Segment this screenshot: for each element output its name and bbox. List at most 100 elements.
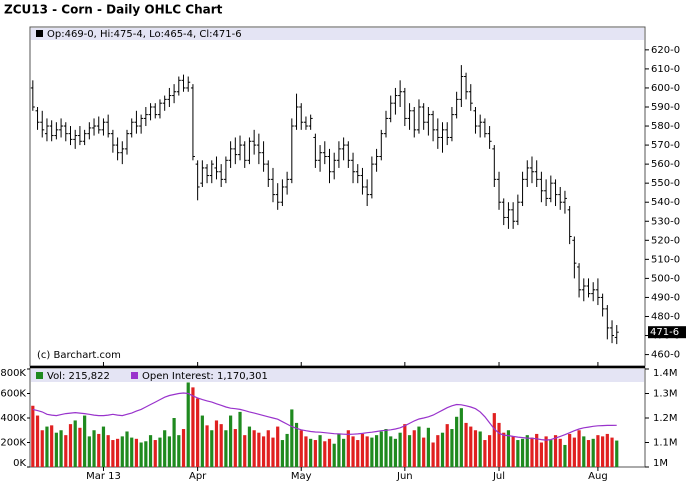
volume-bar — [417, 426, 421, 467]
volume-bar — [177, 435, 181, 467]
volume-bar — [115, 438, 120, 467]
x-tick-label: Mar 13 — [86, 471, 121, 481]
volume-bar — [318, 435, 322, 467]
volume-bar — [78, 427, 82, 467]
volume-bar — [586, 440, 591, 467]
volume-bar — [247, 426, 252, 467]
volume-bar — [40, 430, 44, 467]
volume-bar — [196, 398, 200, 467]
y-tick-label: 620-0 — [651, 45, 680, 56]
volume-bar — [200, 415, 204, 467]
volume-bar — [327, 438, 332, 467]
volume-bar — [120, 436, 124, 467]
volume-bar — [572, 437, 576, 467]
y-tick-label: 540-0 — [651, 197, 680, 208]
volume-bar — [68, 424, 73, 467]
legend-label: Vol: 215,822 — [47, 371, 110, 382]
volume-bar — [167, 436, 171, 467]
volume-bar — [50, 425, 54, 467]
y-tick-label: 500-0 — [651, 273, 680, 284]
volume-bar — [393, 438, 398, 467]
ohlc-header: Op:469-0, Hi:475-4, Lo:465-4, Cl:471-6 — [47, 29, 242, 40]
volume-bar — [214, 420, 219, 467]
volume-bar — [261, 436, 266, 467]
volume-bar — [158, 437, 162, 467]
volume-bar — [502, 432, 506, 467]
volume-bar — [111, 440, 115, 467]
volume-bar — [426, 427, 430, 467]
x-tick-label: Jul — [492, 471, 505, 481]
volume-header-bar — [31, 369, 644, 382]
volume-bar — [601, 436, 605, 467]
volume-bar — [87, 436, 91, 467]
volume-bar — [549, 440, 553, 467]
volume-bar — [181, 429, 186, 467]
legend-swatch — [131, 372, 138, 379]
volume-bar — [422, 437, 426, 467]
volume-bar — [440, 432, 445, 467]
y-tick-label: 530-0 — [651, 216, 680, 227]
y-tick-label: 570-0 — [651, 140, 680, 151]
volume-bar — [172, 418, 176, 467]
volume-bar — [148, 435, 153, 467]
volume-bar — [436, 435, 440, 467]
volume-bar — [568, 433, 572, 467]
volume-bar — [516, 440, 520, 467]
y-tick-label: 400K — [0, 413, 26, 424]
open-interest-line — [32, 392, 617, 441]
y-tick-label: 610-0 — [651, 64, 680, 75]
volume-bar — [59, 430, 63, 467]
volume-bar — [337, 433, 341, 467]
volume-bar — [520, 438, 525, 467]
volume-bar — [497, 422, 501, 467]
volume-bar — [473, 430, 478, 467]
volume-bar — [351, 436, 355, 467]
legend-swatch — [36, 372, 43, 379]
volume-bar — [596, 435, 600, 467]
volume-bar — [544, 436, 548, 467]
volume-bar — [294, 422, 299, 467]
volume-bar — [365, 436, 369, 467]
y-tick-label: 580-0 — [651, 121, 680, 132]
y2-tick-label: 1.1M — [653, 438, 678, 449]
y-tick-label: 510-0 — [651, 254, 680, 265]
x-tick-label: May — [291, 471, 312, 481]
volume-bar — [483, 440, 487, 467]
volume-bar — [280, 440, 285, 467]
volume-bar — [370, 437, 374, 467]
volume-bar — [389, 436, 393, 467]
volume-bar — [243, 435, 247, 467]
volume-bar — [276, 426, 280, 467]
volume-bar — [464, 422, 468, 467]
y-tick-label: 600-0 — [651, 83, 680, 94]
header-marker — [36, 30, 43, 37]
y-tick-label: 0K — [13, 458, 26, 469]
volume-bar — [384, 429, 388, 467]
y-tick-label: 200K — [0, 438, 26, 449]
y2-tick-label: 1M — [653, 458, 668, 469]
volume-bar — [224, 430, 228, 467]
volume-bar — [332, 443, 336, 467]
volume-bar — [163, 430, 167, 467]
y2-tick-label: 1.4M — [653, 368, 678, 379]
volume-bar — [374, 435, 379, 467]
price-panel — [29, 26, 646, 367]
volume-bar — [304, 436, 308, 467]
volume-bar — [455, 416, 459, 467]
x-tick-label: Jun — [396, 471, 413, 481]
volume-bar — [233, 429, 237, 467]
volume-bar — [309, 438, 313, 467]
price-header-bar — [31, 28, 644, 40]
volume-bar — [125, 431, 129, 467]
volume-bar — [360, 433, 365, 467]
volume-bar — [205, 425, 209, 467]
volume-bar — [525, 435, 529, 467]
volume-bar — [134, 438, 139, 467]
volume-bar — [445, 424, 449, 467]
volume-bar — [54, 432, 58, 467]
volume-bar — [403, 424, 407, 467]
y-tick-label: 520-0 — [651, 235, 680, 246]
volume-bar — [229, 415, 233, 467]
legend-label: Open Interest: 1,170,301 — [142, 371, 268, 382]
volume-bar — [469, 426, 473, 467]
